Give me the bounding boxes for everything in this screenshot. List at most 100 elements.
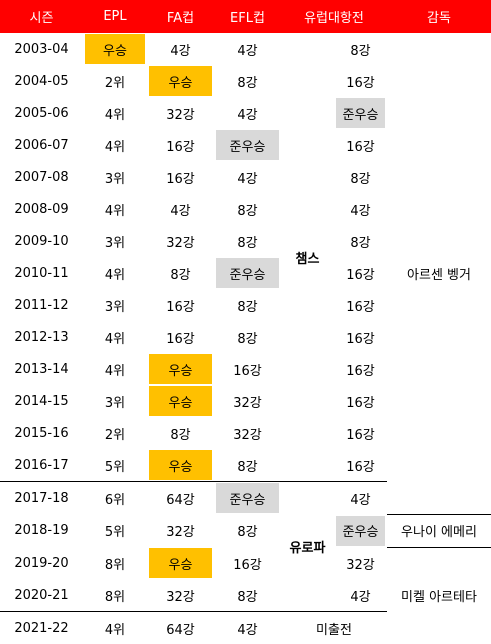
cell: 3위 [83,289,147,321]
highlight-gray: 준우승 [216,483,279,513]
cell: 16강 [147,161,214,193]
highlight-gold: 우승 [149,548,212,578]
cell: 32강 [147,514,214,547]
cell: 4위 [83,97,147,129]
highlight-gray: 준우승 [336,516,385,546]
cell: 준우승 [214,129,281,161]
cell: 8강 [214,289,281,321]
cell: 4위 [83,193,147,225]
cell: 우승 [147,449,214,482]
cell: 2015-16 [0,417,83,449]
header-cell: 시즌 [0,0,83,33]
cell: 준우승 [334,514,387,547]
cell: 16강 [334,449,387,482]
cell: 3위 [83,161,147,193]
highlight-gray: 준우승 [216,258,279,288]
cell: 32강 [147,97,214,129]
cell: 2018-19 [0,514,83,547]
cell: 2019-20 [0,547,83,579]
cell: 4위 [83,353,147,385]
cell: 2014-15 [0,385,83,417]
cell: 16강 [334,257,387,289]
cell: 8강 [214,579,281,612]
header-cell: 유럽대항전 [281,0,387,33]
cell: 2012-13 [0,321,83,353]
cell: 8강 [214,514,281,547]
europe-competition: 유로파 [281,482,334,612]
cell: 16강 [334,417,387,449]
cell: 2008-09 [0,193,83,225]
cell: 우승 [147,353,214,385]
manager: 미켈 아르테타 [387,547,491,644]
cell: 2020-21 [0,579,83,612]
cell: 16강 [334,129,387,161]
cell: 16강 [334,65,387,97]
cell: 8위 [83,547,147,579]
cell: 2위 [83,417,147,449]
cell: 4위 [83,129,147,161]
cell: 준우승 [214,482,281,515]
cell: 32강 [147,225,214,257]
cell: 2011-12 [0,289,83,321]
highlight-gray: 준우승 [216,130,279,160]
cell: 8강 [334,225,387,257]
cell: 32강 [334,547,387,579]
cell: 5위 [83,449,147,482]
europe-competition: 미출전 [281,612,387,644]
cell: 16강 [147,129,214,161]
cell: 우승 [83,33,147,65]
cell: 8강 [334,33,387,65]
cell: 8강 [214,65,281,97]
cell: 2003-04 [0,33,83,65]
cell: 4위 [83,257,147,289]
cell: 64강 [147,612,214,644]
highlight-gray: 준우승 [336,98,385,128]
cell: 4위 [83,321,147,353]
cell: 4강 [147,193,214,225]
cell: 4강 [334,482,387,515]
cell: 4위 [83,612,147,644]
cell: 2016-17 [0,449,83,482]
cell: 16강 [214,353,281,385]
highlight-gold: 우승 [85,34,145,64]
cell: 준우승 [214,257,281,289]
cell: 3위 [83,385,147,417]
cell: 16강 [334,353,387,385]
cell: 2위 [83,65,147,97]
cell: 16강 [147,289,214,321]
europe-competition: 챔스 [281,33,334,482]
cell: 8위 [83,579,147,612]
cell: 8강 [214,321,281,353]
cell: 4강 [214,161,281,193]
cell: 16강 [334,385,387,417]
manager: 아르센 벵거 [387,33,491,514]
cell: 2010-11 [0,257,83,289]
cell: 3위 [83,225,147,257]
cell: 8강 [334,161,387,193]
cell: 16강 [147,321,214,353]
cell: 6위 [83,482,147,515]
cell: 8강 [214,225,281,257]
cell: 8강 [147,257,214,289]
cell: 우승 [147,547,214,579]
cell: 32강 [214,385,281,417]
cell: 4강 [214,97,281,129]
cell: 4강 [334,579,387,612]
cell: 2009-10 [0,225,83,257]
cell: 2007-08 [0,161,83,193]
cell: 16강 [214,547,281,579]
cell: 32강 [147,579,214,612]
cell: 4강 [334,193,387,225]
cell: 32강 [214,417,281,449]
highlight-gold: 우승 [149,66,212,96]
cell: 2021-22 [0,612,83,644]
highlight-gold: 우승 [149,386,212,416]
cell: 4강 [214,33,281,65]
cell: 8강 [147,417,214,449]
